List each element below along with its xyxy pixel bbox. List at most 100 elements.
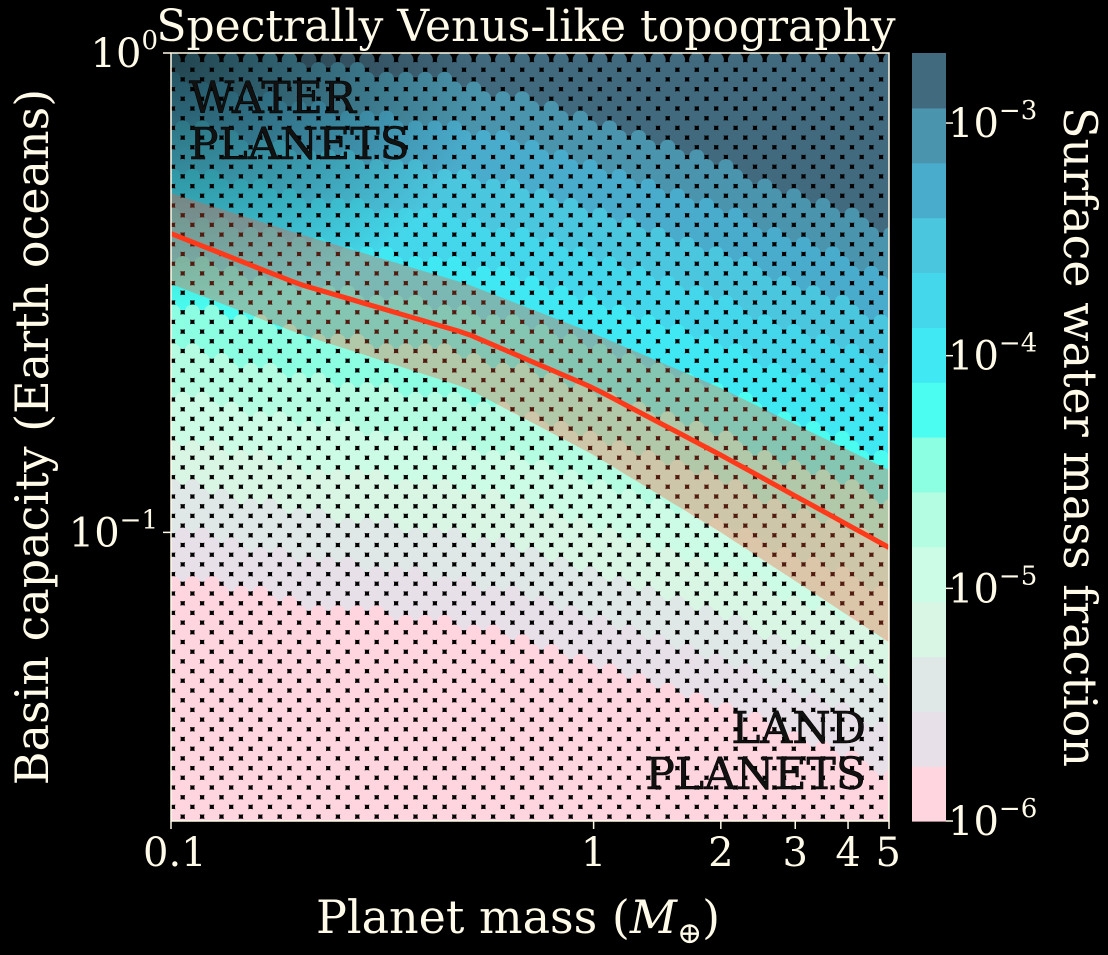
heatmap-cell [815, 682, 831, 699]
heatmap-cell [272, 721, 288, 737]
heatmap-cell [466, 702, 482, 718]
heatmap-cell [504, 256, 521, 272]
heatmap-cell [679, 100, 695, 117]
heatmap-cell [824, 440, 841, 456]
heatmap-cell [475, 673, 492, 689]
heatmap-cell [612, 828, 627, 843]
heatmap-cell [252, 663, 268, 679]
heatmap-cell [175, 741, 191, 757]
heatmap-cell [504, 488, 521, 505]
heatmap-cell [223, 595, 239, 611]
heatmap-cell [640, 547, 656, 563]
heatmap-cell [233, 508, 249, 524]
heatmap-cell [388, 353, 404, 369]
heatmap-cell [601, 217, 618, 233]
heatmap-cell [242, 595, 259, 611]
heatmap-cell [398, 828, 413, 843]
heatmap-cell [582, 799, 598, 815]
heatmap-cell [698, 682, 715, 699]
heatmap-cell [844, 459, 860, 476]
heatmap-cell [844, 401, 860, 417]
heatmap-cell [436, 498, 453, 514]
heatmap-cell [621, 566, 637, 582]
heatmap-cell [213, 372, 230, 388]
heatmap-cell [320, 498, 336, 514]
heatmap-cell [533, 711, 550, 728]
heatmap-cell [747, 149, 763, 165]
heatmap-cell [407, 682, 424, 699]
heatmap-cell [873, 353, 889, 369]
annotation-land-planets: LAND PLANETS [645, 703, 866, 800]
heatmap-cell [582, 411, 598, 427]
colorbar-segment [912, 382, 946, 438]
heatmap-cell [844, 53, 860, 68]
heatmap-cell [398, 382, 414, 398]
heatmap-cell [669, 576, 686, 592]
heatmap-cell [359, 711, 375, 728]
heatmap-cell [407, 605, 424, 621]
heatmap-cell [873, 333, 889, 349]
heatmap-cell [262, 362, 278, 379]
heatmap-cell [563, 159, 579, 175]
heatmap-cell [310, 799, 327, 815]
heatmap-cell [708, 226, 724, 243]
heatmap-cell [310, 333, 327, 349]
heatmap-cell [514, 265, 530, 282]
heatmap-cell [533, 556, 550, 573]
heatmap-cell [630, 692, 647, 708]
heatmap-cell [757, 450, 773, 466]
heatmap-cell [747, 808, 763, 821]
heatmap-cell [834, 741, 850, 757]
heatmap-cell [369, 547, 385, 563]
heatmap-cell [320, 653, 336, 670]
heatmap-cell [175, 721, 191, 737]
heatmap-cell [204, 750, 220, 767]
heatmap-cell [630, 149, 647, 165]
heatmap-cell [727, 53, 744, 68]
heatmap-cell [272, 644, 288, 660]
heatmap-cell [708, 362, 724, 379]
heatmap-cell [795, 197, 812, 214]
heatmap-cell [291, 430, 307, 446]
heatmap-cell [698, 139, 715, 155]
heatmap-cell [543, 741, 559, 757]
heatmap-cell [475, 711, 492, 728]
heatmap-cell [427, 411, 443, 427]
heatmap-cell [834, 799, 850, 815]
heatmap-cell [621, 585, 637, 602]
heatmap-cell [349, 760, 365, 776]
heatmap-cell [834, 81, 850, 97]
heatmap-cell [582, 275, 598, 291]
heatmap-cell [339, 770, 356, 786]
heatmap-cell [844, 265, 860, 282]
heatmap-cell [495, 323, 511, 340]
heatmap-cell [669, 556, 686, 573]
colorbar [912, 53, 946, 822]
heatmap-cell [213, 779, 230, 796]
heatmap-cell [320, 634, 336, 650]
heatmap-cell [805, 285, 821, 301]
heatmap-cell [504, 372, 521, 388]
heatmap-cell [718, 663, 734, 679]
heatmap-cell [563, 217, 579, 233]
heatmap-cell [727, 110, 744, 126]
heatmap-cell [786, 246, 802, 262]
heatmap-cell [824, 91, 841, 107]
heatmap-cell [640, 353, 656, 369]
heatmap-cell [689, 401, 705, 417]
heatmap-cell [291, 527, 307, 543]
heatmap-cell [543, 760, 559, 776]
heatmap-cell [844, 285, 860, 301]
heatmap-cell [786, 343, 802, 359]
heatmap-cell [766, 401, 783, 417]
heatmap-cell [708, 207, 724, 223]
heatmap-cell [427, 624, 443, 640]
heatmap-cell [349, 779, 365, 796]
heatmap-cell [669, 323, 686, 340]
heatmap-cell [572, 323, 589, 340]
heatmap-cell [698, 644, 715, 660]
heatmap-cell [330, 527, 346, 543]
heatmap-cell [553, 770, 569, 786]
heatmap-cell [301, 750, 317, 767]
heatmap-cell [660, 605, 676, 621]
